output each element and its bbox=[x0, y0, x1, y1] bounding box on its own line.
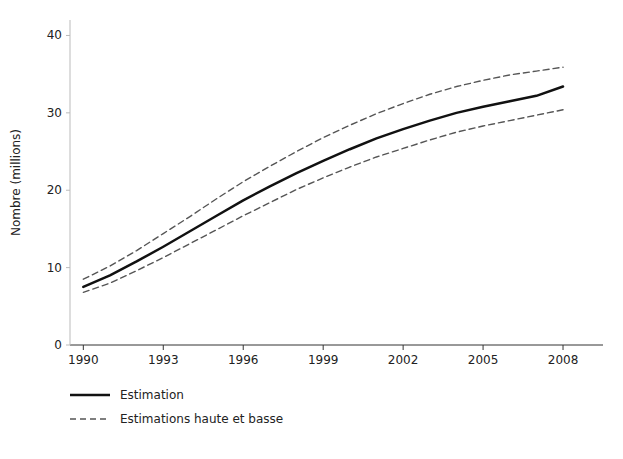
x-tick-label: 2002 bbox=[388, 353, 419, 367]
legend-label: Estimations haute et basse bbox=[120, 412, 283, 426]
series-line bbox=[83, 67, 563, 279]
x-tick-label: 2005 bbox=[468, 353, 499, 367]
y-axis-label: Nombre (millions) bbox=[9, 129, 23, 236]
y-tick bbox=[66, 190, 70, 191]
x-tick-label: 1999 bbox=[308, 353, 339, 367]
legend-swatch bbox=[70, 418, 110, 419]
y-tick bbox=[66, 112, 70, 113]
legend-swatch bbox=[70, 394, 110, 397]
x-tick bbox=[323, 345, 324, 350]
legend-label: Estimation bbox=[120, 388, 184, 402]
x-tick bbox=[403, 345, 404, 350]
y-tick-label: 40 bbox=[47, 28, 62, 42]
x-tick-label: 1993 bbox=[148, 353, 179, 367]
y-tick bbox=[66, 267, 70, 268]
x-tick bbox=[163, 345, 164, 350]
y-tick-label: 20 bbox=[47, 183, 62, 197]
x-axis-line bbox=[70, 345, 603, 346]
x-tick bbox=[483, 345, 484, 350]
y-tick-label: 30 bbox=[47, 106, 62, 120]
x-tick-label: 1996 bbox=[228, 353, 259, 367]
y-tick-label: 10 bbox=[47, 261, 62, 275]
chart: 1990 1993 1996 1999 2002 2005 2008 0 10 20 30 40 Nom… bbox=[0, 0, 623, 459]
x-tick bbox=[243, 345, 244, 350]
y-tick-label: 0 bbox=[54, 338, 62, 352]
x-tick bbox=[563, 345, 564, 350]
series-line bbox=[83, 110, 563, 293]
y-tick bbox=[66, 35, 70, 36]
x-tick bbox=[83, 345, 84, 350]
plot-area bbox=[83, 67, 563, 292]
x-tick-label: 2008 bbox=[548, 353, 579, 367]
x-tick-label: 1990 bbox=[68, 353, 99, 367]
y-axis-line bbox=[70, 20, 71, 345]
y-tick bbox=[66, 345, 70, 346]
series-line bbox=[83, 87, 563, 287]
